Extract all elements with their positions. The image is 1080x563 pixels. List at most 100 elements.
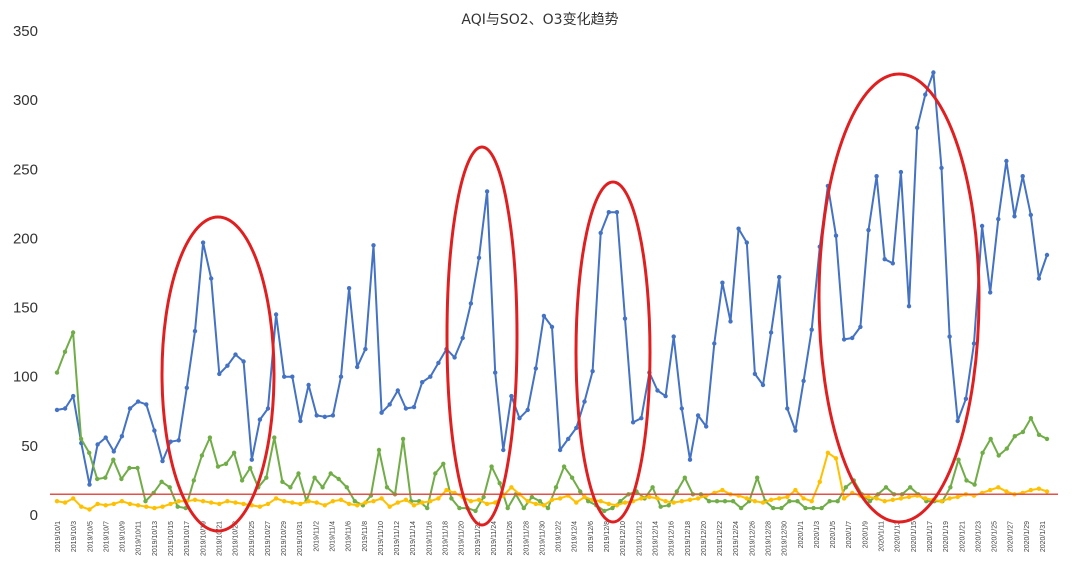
x-tick-label: 2019/11/12 — [394, 521, 401, 556]
data-point — [1028, 212, 1034, 218]
data-point — [87, 507, 92, 512]
data-point — [779, 505, 784, 511]
data-point — [1028, 487, 1034, 493]
data-point — [509, 393, 514, 399]
series-layer — [50, 70, 1058, 514]
data-point — [111, 457, 116, 462]
x-tick-label: 2019/12/24 — [733, 521, 740, 556]
data-point — [167, 485, 172, 490]
data-point — [809, 499, 814, 504]
data-point — [988, 436, 993, 442]
data-point — [376, 447, 382, 453]
data-point — [833, 233, 839, 238]
data-point — [355, 364, 360, 370]
data-point — [566, 436, 571, 442]
data-point — [545, 505, 551, 511]
data-point — [70, 330, 76, 335]
data-point — [62, 500, 68, 505]
data-point — [549, 497, 555, 502]
data-point — [314, 413, 319, 418]
x-tick-label: 2019/12/8 — [604, 521, 611, 552]
data-point — [476, 497, 482, 502]
data-point — [200, 240, 206, 245]
data-point — [371, 499, 376, 504]
data-point — [1036, 276, 1042, 281]
x-tick-label: 2019/12/16 — [669, 521, 676, 556]
data-point — [152, 428, 157, 433]
data-point — [557, 447, 563, 453]
data-point — [549, 324, 555, 330]
x-tick-label: 2019/11/16 — [426, 521, 433, 556]
y-tick-label: 0 — [30, 507, 38, 524]
data-point — [801, 378, 806, 384]
x-tick-label: 2019/10/11 — [136, 521, 143, 556]
data-point — [722, 499, 728, 504]
data-point — [127, 406, 133, 411]
data-point — [650, 485, 655, 490]
data-point — [176, 438, 181, 443]
data-point — [801, 496, 806, 501]
data-point — [298, 418, 303, 424]
data-point — [249, 457, 254, 462]
data-point — [400, 436, 406, 442]
data-point — [288, 485, 293, 490]
data-point — [590, 369, 595, 374]
data-point — [996, 485, 1001, 490]
data-point — [273, 312, 279, 317]
x-tick-label: 2019/11/6 — [346, 521, 353, 552]
data-point — [168, 501, 173, 507]
data-point — [898, 496, 904, 501]
x-tick-label: 2019/10/27 — [265, 521, 272, 556]
x-tick-label: 2019/12/22 — [717, 521, 724, 556]
data-point — [452, 355, 457, 360]
data-point — [890, 497, 895, 502]
data-point — [923, 496, 928, 501]
data-point — [379, 410, 384, 415]
data-point — [54, 370, 60, 375]
x-tick-label: 2019/11/26 — [507, 521, 514, 556]
data-point — [420, 380, 425, 385]
x-tick-label: 2019/11/2 — [313, 521, 320, 552]
data-point — [436, 360, 441, 366]
data-point — [866, 227, 871, 233]
data-point — [233, 352, 238, 357]
data-point — [658, 504, 663, 509]
data-point — [144, 504, 149, 509]
data-point — [103, 475, 108, 480]
data-point — [752, 499, 758, 504]
data-point — [225, 499, 230, 504]
data-point — [671, 334, 676, 339]
data-point — [460, 335, 465, 341]
data-point — [809, 327, 814, 332]
data-point — [898, 169, 904, 175]
x-tick-label: 2020/1/17 — [927, 521, 934, 552]
data-point — [282, 499, 287, 504]
y-tick-label: 250 — [13, 161, 38, 178]
data-point — [947, 496, 952, 501]
x-tick-label: 2019/10/3 — [71, 521, 78, 552]
data-point — [996, 453, 1001, 458]
data-point — [582, 494, 587, 500]
data-point — [505, 505, 510, 511]
x-tick-label: 2020/1/19 — [943, 521, 950, 552]
x-tick-label: 2019/11/30 — [539, 521, 546, 556]
data-point — [428, 374, 433, 379]
data-point — [785, 406, 790, 411]
data-point — [948, 485, 953, 490]
x-tick-label: 2020/1/25 — [992, 521, 999, 552]
data-point — [955, 418, 960, 424]
data-point — [320, 485, 325, 490]
y-tick-label: 150 — [13, 300, 38, 317]
data-point — [103, 503, 108, 508]
data-point — [241, 359, 246, 364]
x-tick-label: 2019/11/18 — [443, 521, 450, 556]
data-point — [679, 406, 684, 411]
data-point — [850, 335, 855, 341]
data-point — [473, 508, 478, 514]
data-point — [988, 290, 993, 295]
data-point — [54, 407, 60, 413]
chart-title: AQI与SO2、O3变化趋势 — [461, 12, 618, 28]
data-point — [744, 240, 749, 245]
x-tick-label: 2020/1/7 — [846, 521, 853, 548]
data-point — [785, 494, 790, 500]
